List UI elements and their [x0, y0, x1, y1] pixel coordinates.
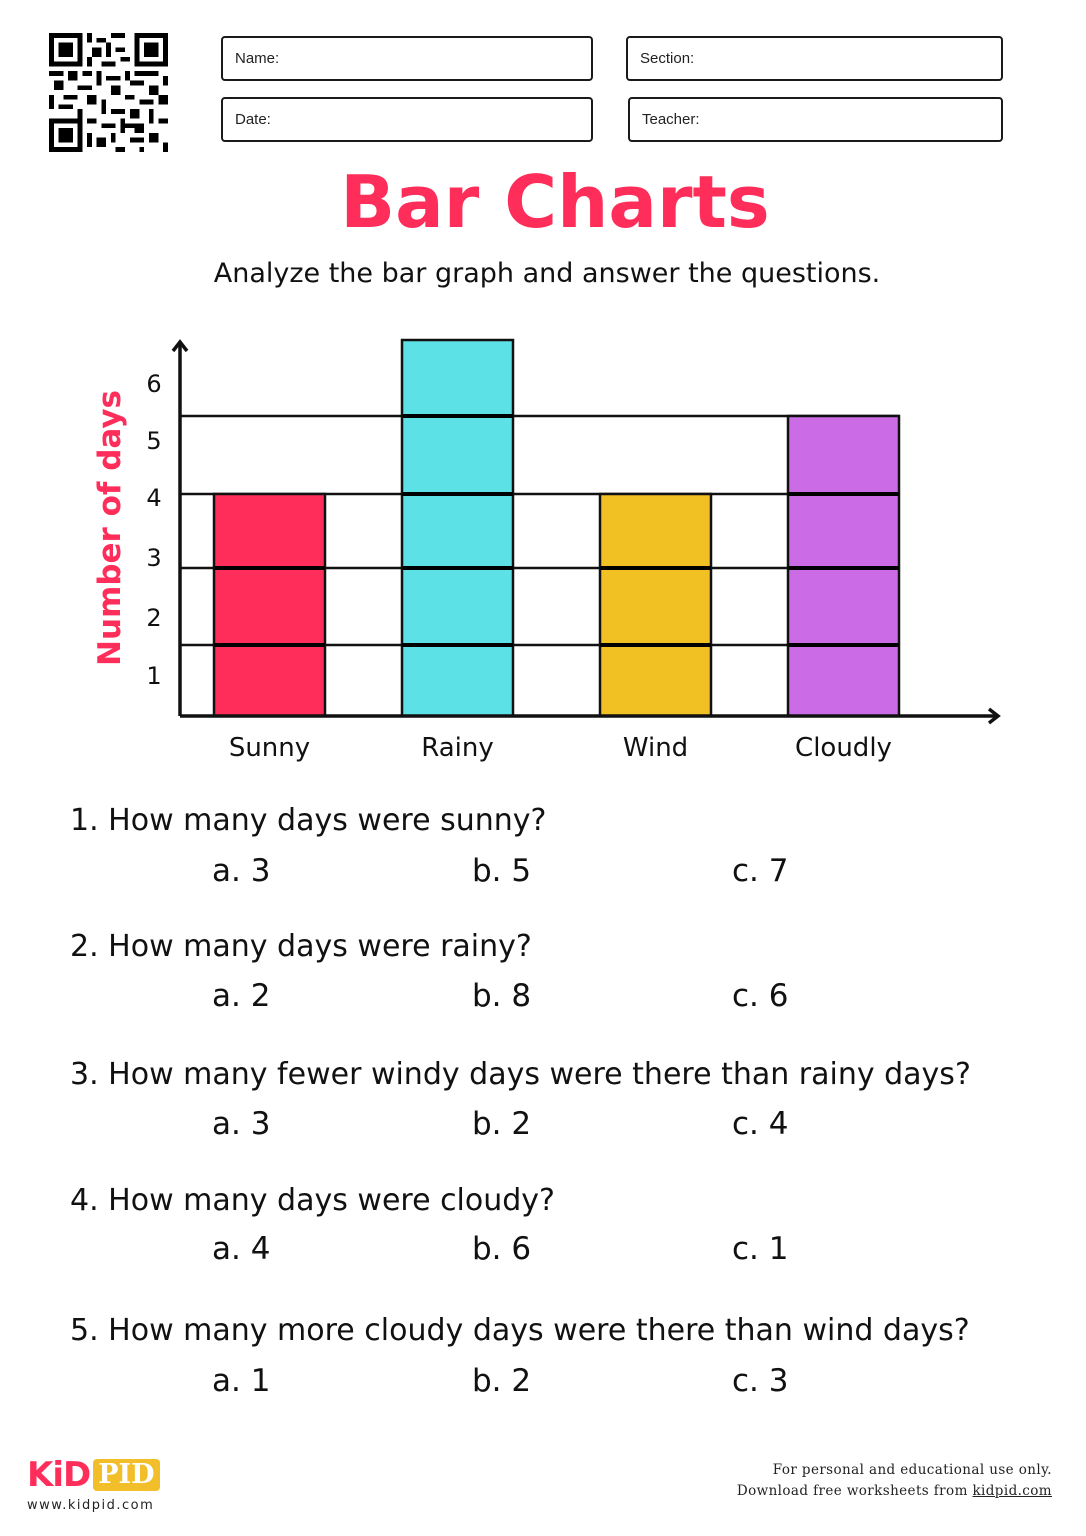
answer-option[interactable]: a. 3: [212, 853, 271, 889]
answer-option[interactable]: c. 7: [732, 853, 789, 889]
question-3: 3. How many fewer windy days were there …: [70, 1057, 971, 1092]
question-1: 1. How many days were sunny?: [70, 803, 547, 838]
bar-chart: Sunny Rainy Wind Cloudly 1 2 3 4 5 6 Number of day…: [92, 338, 1001, 763]
answer-option[interactable]: b. 2: [472, 1363, 532, 1399]
y-tick-label: 4: [146, 484, 161, 512]
y-tick-label: 6: [146, 370, 161, 398]
y-axis-arrow-icon: [171, 339, 189, 353]
y-tick-label: 5: [146, 427, 161, 455]
bar-sunny: [212, 492, 327, 718]
answer-option[interactable]: c. 6: [732, 978, 789, 1014]
logo-pid-badge: PID: [93, 1459, 160, 1491]
name-field[interactable]: Name:: [221, 36, 593, 81]
question-4: 4. How many days were cloudy?: [70, 1183, 555, 1218]
name-field-label: Name:: [235, 50, 280, 67]
footer-note-line1: For personal and educational use only.: [772, 1462, 1052, 1478]
logo-url: www.kidpid.com: [27, 1498, 155, 1513]
answer-option[interactable]: c. 1: [732, 1231, 789, 1267]
answer-option[interactable]: c. 3: [732, 1363, 789, 1399]
x-tick-label: Sunny: [229, 733, 310, 763]
answer-option[interactable]: b. 6: [472, 1231, 532, 1267]
answer-option[interactable]: b. 5: [472, 853, 532, 889]
answer-option[interactable]: c. 4: [732, 1106, 789, 1142]
answer-option[interactable]: b. 2: [472, 1106, 532, 1142]
x-tick-label: Wind: [623, 733, 688, 763]
x-tick-label: Rainy: [421, 733, 494, 763]
answer-option[interactable]: a. 4: [212, 1231, 271, 1267]
question-5: 5. How many more cloudy days were there …: [70, 1313, 970, 1348]
section-field-label: Section:: [640, 50, 695, 67]
y-tick-label: 1: [146, 662, 161, 690]
y-axis-title: Number of days: [92, 390, 128, 666]
teacher-field-label: Teacher:: [642, 111, 700, 128]
answer-option[interactable]: b. 8: [472, 978, 532, 1014]
question-2: 2. How many days were rainy?: [70, 929, 532, 964]
page-title: Bar Charts: [340, 160, 770, 244]
section-field[interactable]: Section:: [626, 36, 1003, 81]
bar-rainy: [400, 338, 515, 718]
answer-option[interactable]: a. 2: [212, 978, 271, 1014]
footer-download-text: Download free worksheets from: [736, 1483, 973, 1499]
date-field-label: Date:: [235, 111, 271, 128]
logo-kid-text: KiD: [27, 1455, 91, 1495]
footer-note-line2: Download free worksheets from kidpid.com: [737, 1483, 1052, 1499]
y-tick-label: 2: [146, 604, 161, 632]
qr-code-icon: [49, 33, 168, 152]
date-field[interactable]: Date:: [221, 97, 593, 142]
x-axis-arrow-icon: [987, 707, 1001, 725]
instructions: Analyze the bar graph and answer the que…: [213, 258, 881, 289]
y-tick-label: 3: [146, 544, 161, 572]
teacher-field[interactable]: Teacher:: [628, 97, 1003, 142]
x-tick-label: Cloudly: [795, 733, 892, 763]
answer-option[interactable]: a. 3: [212, 1106, 271, 1142]
bar-wind: [598, 492, 713, 718]
answer-option[interactable]: a. 1: [212, 1363, 271, 1399]
kidpid-link[interactable]: kidpid.com: [972, 1483, 1052, 1499]
kidpid-logo: KiD PID: [27, 1455, 160, 1495]
